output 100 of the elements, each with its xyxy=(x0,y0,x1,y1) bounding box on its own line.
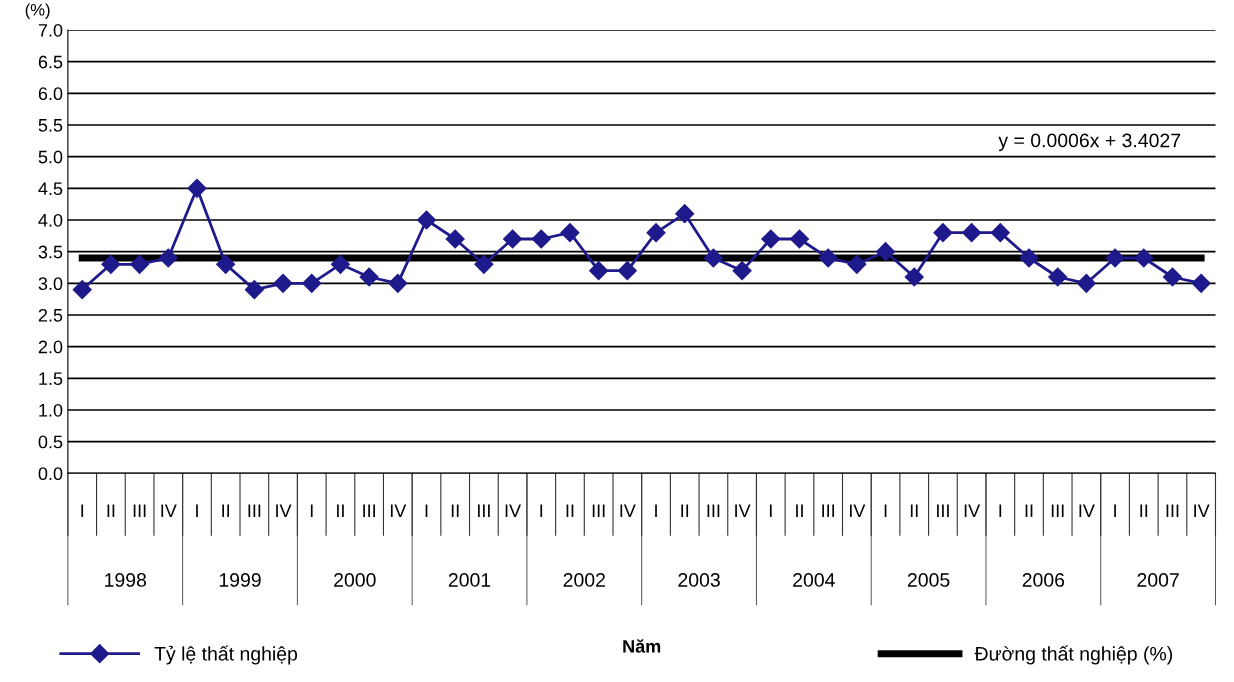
x-tick-label: IV xyxy=(276,504,292,517)
x-tick-label: IV xyxy=(505,504,522,517)
point xyxy=(789,229,810,249)
point xyxy=(1076,273,1096,293)
point xyxy=(1191,273,1211,293)
point xyxy=(1019,248,1039,268)
text: 2001 xyxy=(448,573,491,587)
y-tick-label: 6.0 xyxy=(38,87,63,101)
x-tick-label: II xyxy=(910,504,918,517)
point xyxy=(1134,248,1154,268)
point xyxy=(703,248,723,268)
text: 2006 xyxy=(1022,573,1065,587)
text: 1999 xyxy=(219,573,261,587)
text: 2007 xyxy=(1137,573,1179,587)
x-tick-label: I xyxy=(196,504,198,517)
x-tick-label: IV xyxy=(735,504,751,517)
x-tick-label: IV xyxy=(1194,504,1210,517)
point xyxy=(72,280,92,300)
point xyxy=(101,254,121,274)
text: 2000 xyxy=(334,573,376,587)
point xyxy=(876,242,896,262)
point xyxy=(617,261,637,281)
legend-label: Tỷ lệ thất nghiệp xyxy=(154,645,298,665)
x-tick-label: II xyxy=(1140,504,1148,517)
x-tick-label: III xyxy=(707,504,720,517)
y-axis-title: (%) xyxy=(25,3,50,19)
x-tick-label: III xyxy=(478,504,490,517)
x-tick-label: III xyxy=(1166,504,1179,517)
point xyxy=(904,267,924,287)
x-tick-label: IV xyxy=(390,504,407,517)
point xyxy=(761,229,781,249)
point xyxy=(474,254,494,274)
point xyxy=(503,229,523,249)
y-tick-label: 1.5 xyxy=(39,372,63,386)
x-tick-label: I xyxy=(655,504,657,517)
point xyxy=(330,254,350,274)
text: 2004 xyxy=(793,573,835,587)
y-tick-label: 3.5 xyxy=(38,245,63,259)
x-tick-label: II xyxy=(1025,504,1033,517)
text: Năm xyxy=(623,639,661,653)
x-tick-label: IV xyxy=(964,504,981,517)
point xyxy=(1162,267,1182,287)
point xyxy=(933,223,953,243)
text: 2005 xyxy=(907,573,950,587)
y-tick-label: 1.0 xyxy=(39,403,63,417)
point xyxy=(158,248,178,268)
point xyxy=(445,229,465,249)
point xyxy=(1105,248,1125,268)
point xyxy=(187,178,207,198)
point xyxy=(962,223,982,243)
x-tick-label: II xyxy=(222,504,230,517)
point xyxy=(359,267,379,287)
point xyxy=(273,273,293,293)
x-tick-label: III xyxy=(822,504,835,517)
point xyxy=(646,223,666,243)
x-tick-label: III xyxy=(363,504,375,517)
point xyxy=(589,261,609,281)
y-tick-label: 5.0 xyxy=(38,150,63,164)
y-tick-label: 5.5 xyxy=(38,119,63,132)
x-tick-label: II xyxy=(681,504,689,517)
x-tick-label: I xyxy=(769,504,772,517)
x-tick-label: III xyxy=(248,504,261,517)
y-tick-label: 6.5 xyxy=(38,55,63,69)
x-tick-label: II xyxy=(107,504,115,517)
x-tick-label: I xyxy=(999,504,1002,517)
x-tick-label: IV xyxy=(1079,504,1095,517)
point xyxy=(302,273,322,293)
x-tick-label: II xyxy=(566,504,574,517)
x-tick-label: II xyxy=(796,504,803,517)
legend-label: Đường thất nghiệp (%) xyxy=(974,645,1173,665)
x-tick-label: I xyxy=(884,504,887,517)
text: 2003 xyxy=(678,573,720,587)
point xyxy=(531,229,551,249)
x-tick-label: I xyxy=(540,504,543,517)
x-tick-label: IV xyxy=(161,504,177,517)
x-tick-label: IV xyxy=(620,504,636,517)
x-tick-label: III xyxy=(592,504,605,517)
y-tick-label: 2.0 xyxy=(38,340,63,354)
x-tick-label: I xyxy=(81,504,84,517)
y-tick-label: 0.0 xyxy=(38,467,63,481)
annotation: y = 0.0006x + 3.4027 xyxy=(998,133,1181,152)
point xyxy=(388,273,408,293)
y-tick-label: 4.0 xyxy=(38,213,63,227)
y-tick-label: 0.5 xyxy=(38,435,63,449)
point xyxy=(990,223,1010,243)
x-tick-label: IV xyxy=(850,504,866,517)
point xyxy=(675,204,695,224)
point xyxy=(244,280,264,300)
x-tick-label: III xyxy=(1051,504,1064,517)
x-tick-label: II xyxy=(337,504,344,517)
x-tick-label: III xyxy=(937,504,949,517)
point xyxy=(130,254,150,274)
text: 2002 xyxy=(563,573,605,587)
x-tick-label: II xyxy=(451,504,459,517)
y-tick-label: 3.0 xyxy=(38,277,63,291)
point xyxy=(216,254,236,274)
y-tick-label: 2.5 xyxy=(38,308,63,322)
point xyxy=(416,210,437,230)
x-tick-label: III xyxy=(133,504,146,517)
point xyxy=(732,261,752,281)
